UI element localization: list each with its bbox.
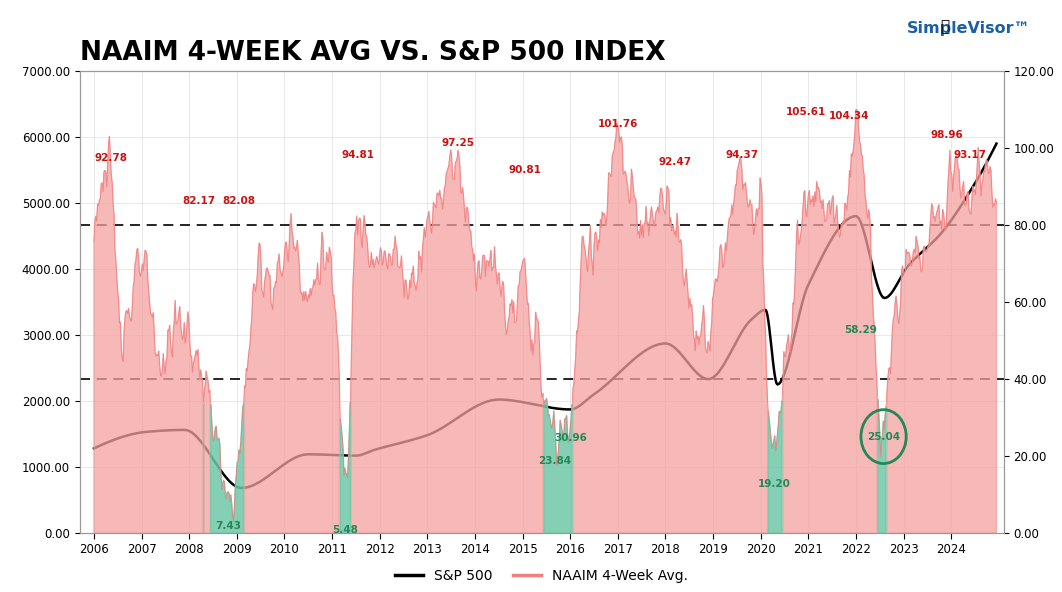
Text: SimpleVisor™: SimpleVisor™ — [907, 21, 1030, 36]
Text: 25.04: 25.04 — [867, 432, 901, 442]
Text: 7.43: 7.43 — [216, 521, 241, 531]
Text: 82.08: 82.08 — [223, 196, 256, 205]
Text: 58.29: 58.29 — [844, 325, 877, 335]
Text: 19.20: 19.20 — [757, 479, 790, 489]
Text: 101.76: 101.76 — [598, 119, 638, 128]
Legend: S&P 500, NAAIM 4-Week Avg.: S&P 500, NAAIM 4-Week Avg. — [390, 563, 693, 588]
Text: 82.17: 82.17 — [183, 196, 216, 205]
Text: 94.37: 94.37 — [725, 150, 758, 159]
Text: 92.78: 92.78 — [95, 153, 127, 163]
Text: 104.34: 104.34 — [828, 111, 869, 121]
Text: 98.96: 98.96 — [930, 130, 963, 140]
Text: 97.25: 97.25 — [442, 138, 475, 148]
Text: 94.81: 94.81 — [342, 150, 375, 159]
Text: 30.96: 30.96 — [554, 433, 587, 443]
Text: 23.84: 23.84 — [538, 456, 571, 466]
Text: 🦅: 🦅 — [940, 20, 949, 34]
Text: 105.61: 105.61 — [786, 107, 826, 117]
Text: 92.47: 92.47 — [658, 157, 691, 167]
Text: 90.81: 90.81 — [509, 165, 542, 175]
Text: 5.48: 5.48 — [332, 525, 358, 535]
Text: NAAIM 4-WEEK AVG VS. S&P 500 INDEX: NAAIM 4-WEEK AVG VS. S&P 500 INDEX — [80, 40, 665, 66]
Text: 93.17: 93.17 — [954, 150, 987, 159]
